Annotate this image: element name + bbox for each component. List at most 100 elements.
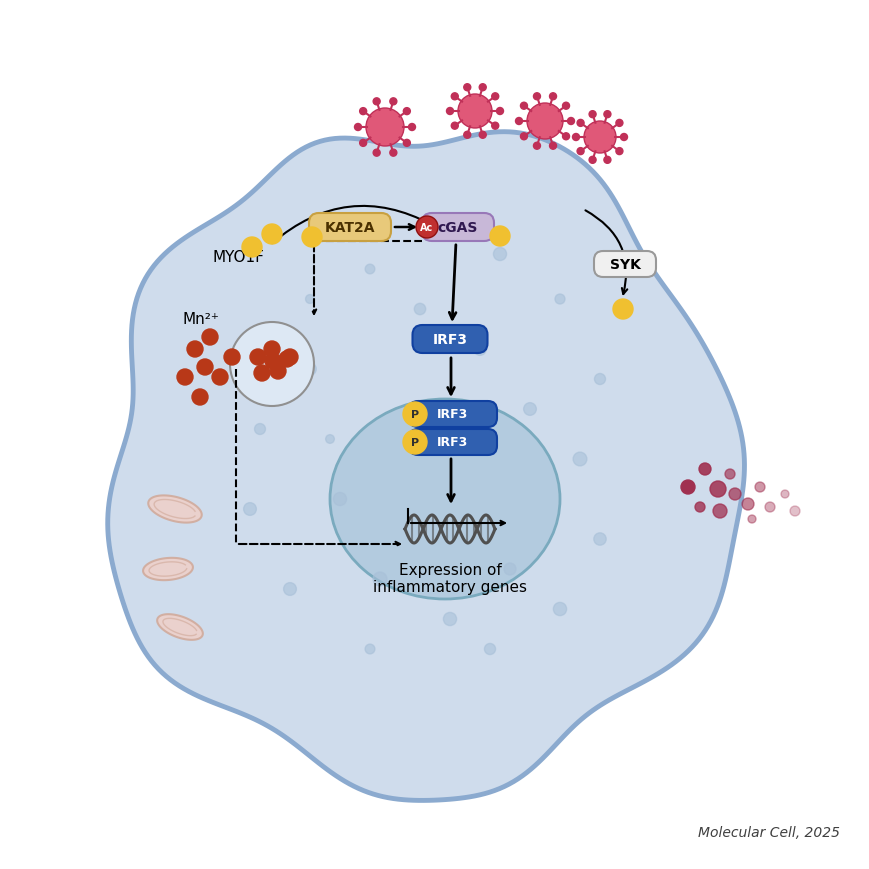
- Circle shape: [479, 132, 486, 139]
- Circle shape: [515, 118, 522, 125]
- Circle shape: [408, 124, 415, 131]
- Circle shape: [254, 366, 269, 381]
- Circle shape: [415, 304, 425, 315]
- Circle shape: [212, 369, 228, 386]
- Circle shape: [282, 349, 298, 366]
- Circle shape: [562, 134, 569, 141]
- Text: Ac: Ac: [420, 222, 433, 233]
- Circle shape: [373, 150, 380, 157]
- Circle shape: [242, 238, 262, 258]
- Circle shape: [713, 504, 726, 519]
- Circle shape: [780, 490, 788, 499]
- Circle shape: [574, 454, 584, 464]
- Circle shape: [389, 150, 396, 157]
- Text: KAT2A: KAT2A: [324, 221, 375, 235]
- Circle shape: [333, 493, 347, 507]
- Circle shape: [549, 143, 556, 150]
- Circle shape: [176, 369, 193, 386]
- Circle shape: [709, 481, 725, 497]
- Text: SYK: SYK: [609, 258, 640, 272]
- Circle shape: [588, 111, 595, 118]
- Polygon shape: [157, 614, 202, 640]
- Circle shape: [446, 109, 453, 116]
- Text: IRF3: IRF3: [432, 333, 467, 347]
- Circle shape: [359, 109, 366, 116]
- Circle shape: [754, 482, 764, 493]
- Circle shape: [263, 342, 280, 357]
- FancyBboxPatch shape: [594, 252, 655, 278]
- Circle shape: [613, 300, 633, 320]
- Circle shape: [365, 644, 375, 654]
- Circle shape: [444, 614, 455, 625]
- Circle shape: [366, 109, 403, 147]
- Circle shape: [747, 515, 755, 523]
- Circle shape: [562, 103, 569, 110]
- Text: IRF3: IRF3: [437, 436, 468, 449]
- Polygon shape: [108, 133, 744, 800]
- Circle shape: [680, 481, 694, 494]
- Circle shape: [603, 157, 610, 164]
- Text: P: P: [410, 409, 419, 420]
- Circle shape: [491, 123, 498, 130]
- Circle shape: [494, 249, 505, 261]
- Circle shape: [364, 264, 375, 275]
- Circle shape: [463, 132, 470, 139]
- Circle shape: [533, 94, 540, 101]
- Circle shape: [249, 349, 266, 366]
- Circle shape: [505, 565, 514, 574]
- Circle shape: [496, 109, 503, 116]
- Text: cGAS: cGAS: [437, 221, 478, 235]
- Circle shape: [192, 389, 208, 406]
- Circle shape: [489, 227, 509, 247]
- Circle shape: [463, 84, 470, 91]
- Text: Molecular Cell, 2025: Molecular Cell, 2025: [697, 825, 839, 839]
- Circle shape: [615, 149, 622, 156]
- Circle shape: [694, 502, 704, 513]
- Circle shape: [269, 363, 286, 380]
- Circle shape: [389, 99, 396, 106]
- FancyBboxPatch shape: [421, 214, 494, 242]
- Circle shape: [595, 375, 603, 384]
- Circle shape: [554, 604, 565, 614]
- Circle shape: [415, 216, 437, 239]
- Circle shape: [279, 352, 295, 368]
- Circle shape: [484, 644, 495, 655]
- Circle shape: [520, 134, 527, 141]
- Text: inflammatory genes: inflammatory genes: [373, 580, 527, 594]
- Text: P: P: [410, 437, 419, 448]
- Text: MYO1F: MYO1F: [213, 249, 264, 265]
- Circle shape: [265, 354, 281, 369]
- Circle shape: [491, 94, 498, 101]
- Circle shape: [325, 434, 335, 444]
- Circle shape: [229, 322, 314, 407]
- Circle shape: [402, 402, 427, 427]
- Circle shape: [724, 469, 734, 480]
- Text: IRF3: IRF3: [437, 408, 468, 421]
- Circle shape: [620, 135, 627, 142]
- Circle shape: [593, 533, 606, 546]
- Circle shape: [373, 573, 387, 587]
- Polygon shape: [143, 558, 193, 580]
- FancyBboxPatch shape: [412, 326, 487, 354]
- Circle shape: [245, 504, 255, 514]
- Circle shape: [457, 95, 492, 129]
- Circle shape: [764, 502, 774, 513]
- Circle shape: [522, 403, 536, 416]
- Circle shape: [403, 140, 410, 147]
- Circle shape: [588, 157, 595, 164]
- Circle shape: [373, 99, 380, 106]
- Circle shape: [223, 349, 240, 366]
- Circle shape: [196, 360, 213, 375]
- Circle shape: [255, 425, 264, 434]
- Circle shape: [451, 94, 458, 101]
- Circle shape: [202, 329, 218, 346]
- Circle shape: [567, 118, 574, 125]
- Circle shape: [285, 585, 294, 594]
- Circle shape: [474, 344, 485, 355]
- Text: Mn²⁺: Mn²⁺: [182, 312, 220, 327]
- Circle shape: [187, 342, 202, 357]
- Circle shape: [303, 362, 316, 376]
- Circle shape: [305, 295, 315, 304]
- Circle shape: [533, 143, 540, 150]
- Circle shape: [354, 124, 362, 131]
